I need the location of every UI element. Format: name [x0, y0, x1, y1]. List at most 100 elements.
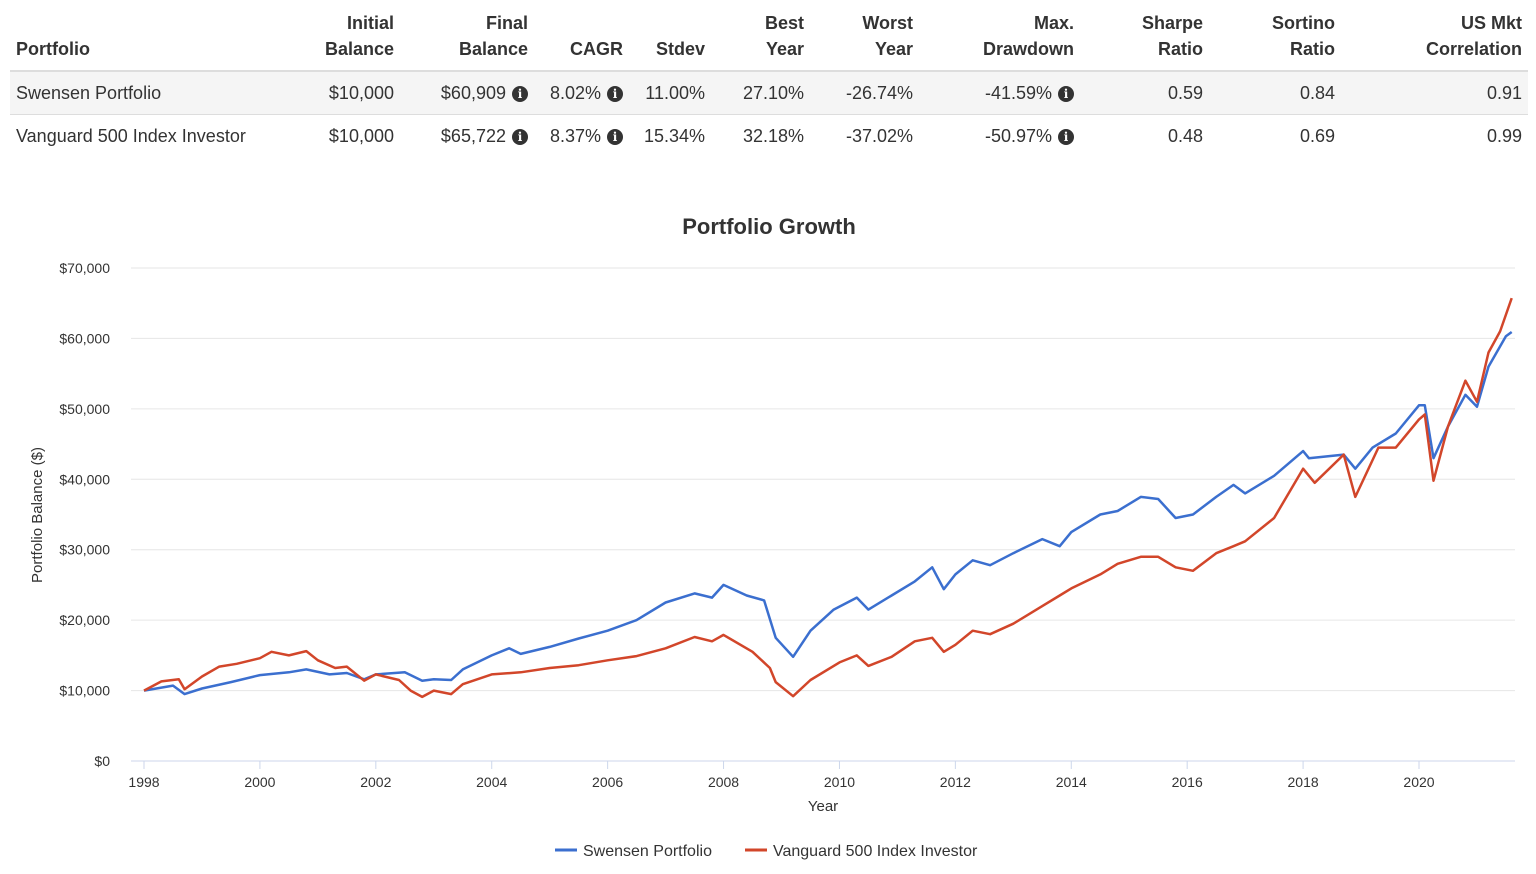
- cell-value: 32.18%: [742, 126, 804, 146]
- header-line-1: Sharpe: [1141, 13, 1203, 33]
- info-icon[interactable]: i: [1058, 86, 1074, 102]
- cell-value: 8.02%: [549, 83, 601, 103]
- cell-value: 15.34%: [643, 126, 705, 146]
- cell-value: -50.97%: [984, 126, 1052, 146]
- portfolio-summary-table: Portfolio Initial Balance Final Balance CAGR S…: [10, 0, 1528, 157]
- cell-maxdd: -41.59% i: [919, 70, 1080, 115]
- y-tick-label: $0: [94, 753, 110, 769]
- x-axis-label: Year: [808, 798, 838, 815]
- cell-corr: 0.99: [1341, 114, 1528, 157]
- cell-value: -26.74%: [845, 83, 913, 103]
- column-header: Max. Drawdown: [919, 0, 1080, 72]
- header-line-2: CAGR: [570, 39, 623, 59]
- header-line-2: Year: [765, 39, 804, 59]
- cell-corr: 0.91: [1341, 70, 1528, 115]
- portfolio-growth-chart: Portfolio Growth Portfolio Balance ($) Y…: [29, 214, 1515, 860]
- cell-value: Swensen Portfolio: [16, 83, 162, 103]
- cell-sharpe: 0.48: [1080, 114, 1209, 157]
- cell-final: $60,909 i: [400, 70, 534, 115]
- info-icon[interactable]: i: [512, 86, 528, 102]
- column-header: Portfolio: [10, 0, 300, 72]
- cell-final: $65,722 i: [400, 114, 534, 157]
- cell-cagr: 8.37% i: [534, 114, 629, 157]
- y-axis-label: Portfolio Balance ($): [29, 447, 46, 583]
- cell-best: 27.10%: [711, 70, 810, 115]
- cell-value: 0.59: [1167, 83, 1203, 103]
- header-line-2: Ratio: [1290, 39, 1335, 59]
- x-tick-label: 2020: [1403, 774, 1434, 790]
- y-tick-label: $40,000: [59, 471, 110, 487]
- cell-best: 32.18%: [711, 114, 810, 157]
- y-tick-label: $60,000: [59, 330, 110, 346]
- header-line-2: Drawdown: [982, 39, 1074, 59]
- cell-initial: $10,000: [300, 114, 400, 157]
- column-header: Initial Balance: [300, 0, 400, 72]
- header-line-1: Max.: [1033, 13, 1074, 33]
- header-line-1: Final: [485, 13, 528, 33]
- header-line-1: Worst: [862, 13, 913, 33]
- table-row: Vanguard 500 Index Investor $10,000 $65,72…: [10, 114, 1528, 157]
- header-line-1: Sortino: [1272, 13, 1335, 33]
- cell-value: 0.99: [1486, 126, 1522, 146]
- info-icon[interactable]: i: [607, 86, 623, 102]
- cell-value: 0.91: [1486, 83, 1522, 103]
- header-line-2: Balance: [458, 39, 528, 59]
- y-tick-label: $50,000: [59, 401, 110, 417]
- cell-maxdd: -50.97% i: [919, 114, 1080, 157]
- x-tick-label: 2002: [360, 774, 391, 790]
- x-tick-label: 2000: [244, 774, 275, 790]
- x-tick-label: 2010: [824, 774, 855, 790]
- column-header: Sortino Ratio: [1209, 0, 1341, 72]
- legend-item[interactable]: Swensen Portfolio: [555, 843, 712, 860]
- cell-portfolio: Vanguard 500 Index Investor: [10, 114, 300, 157]
- cell-sharpe: 0.59: [1080, 70, 1209, 115]
- y-tick-label: $30,000: [59, 542, 110, 558]
- cell-value: $60,909: [440, 83, 506, 103]
- y-tick-label: $10,000: [59, 683, 110, 699]
- header-line-2: Year: [874, 39, 913, 59]
- x-tick-label: 2018: [1288, 774, 1319, 790]
- info-icon[interactable]: i: [607, 129, 623, 145]
- cell-value: Vanguard 500 Index Investor: [16, 126, 246, 146]
- header-line-2: Portfolio: [16, 39, 90, 59]
- legend-label: Vanguard 500 Index Investor: [773, 843, 978, 860]
- info-icon[interactable]: i: [1058, 129, 1074, 145]
- x-tick-label: 2004: [476, 774, 507, 790]
- x-tick-label: 2014: [1056, 774, 1087, 790]
- legend-item[interactable]: Vanguard 500 Index Investor: [745, 843, 978, 860]
- header-line-2: Balance: [324, 39, 394, 59]
- cell-value: 0.84: [1299, 83, 1335, 103]
- series-line-1: [143, 297, 1513, 699]
- header-line-1: Best: [764, 13, 804, 33]
- cell-value: 8.37%: [549, 126, 601, 146]
- cell-value: 27.10%: [742, 83, 804, 103]
- header-line-2: Ratio: [1158, 39, 1203, 59]
- x-tick-label: 2006: [592, 774, 623, 790]
- cell-value: $65,722: [440, 126, 506, 146]
- cell-value: -41.59%: [984, 83, 1052, 103]
- column-header: Final Balance: [400, 0, 534, 72]
- info-icon[interactable]: i: [512, 129, 528, 145]
- cell-value: $10,000: [328, 126, 394, 146]
- cell-cagr: 8.02% i: [534, 70, 629, 115]
- table-header-row: Portfolio Initial Balance Final Balance CAGR S…: [10, 0, 1528, 72]
- y-tick-label: $70,000: [59, 260, 110, 276]
- cell-sortino: 0.84: [1209, 70, 1341, 115]
- x-tick-label: 2008: [708, 774, 739, 790]
- header-line-2: Correlation: [1425, 39, 1522, 59]
- x-tick-label: 1998: [128, 774, 159, 790]
- cell-stdev: 11.00%: [629, 70, 711, 115]
- cell-worst: -26.74%: [810, 70, 919, 115]
- column-header: CAGR: [534, 0, 629, 72]
- cell-value: 11.00%: [645, 83, 705, 103]
- table-row: Swensen Portfolio $10,000 $60,909 i 8.02% i 11…: [10, 70, 1528, 115]
- cell-worst: -37.02%: [810, 114, 919, 157]
- legend-label: Swensen Portfolio: [583, 843, 712, 860]
- cell-initial: $10,000: [300, 70, 400, 115]
- chart-title: Portfolio Growth: [682, 214, 856, 239]
- cell-stdev: 15.34%: [629, 114, 711, 157]
- column-header: Stdev: [629, 0, 711, 72]
- column-header: US Mkt Correlation: [1341, 0, 1528, 72]
- y-tick-label: $20,000: [59, 612, 110, 628]
- header-line-1: US Mkt: [1460, 13, 1522, 33]
